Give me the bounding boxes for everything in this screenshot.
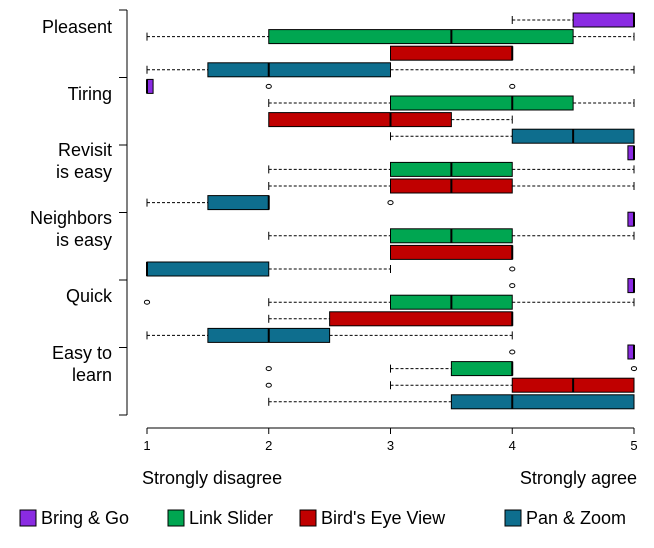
box-bird-s-eye-view <box>330 312 513 326</box>
legend-label: Link Slider <box>189 508 273 528</box>
legend-swatch <box>505 510 521 526</box>
category-label: Revisit <box>58 140 112 160</box>
category-label: is easy <box>56 162 112 182</box>
x-tick-label: 2 <box>265 438 272 453</box>
outlier-point <box>510 284 515 288</box>
x-label-left: Strongly disagree <box>142 468 282 488</box>
category-label: learn <box>72 365 112 385</box>
box-pan-zoom <box>208 196 269 210</box>
box-bird-s-eye-view <box>391 46 513 60</box>
category-label: Pleasent <box>42 17 112 37</box>
box-link-slider <box>269 30 573 44</box>
category-label: Neighbors <box>30 208 112 228</box>
category-label: Easy to <box>52 343 112 363</box>
outlier-point <box>510 84 515 88</box>
box-bird-s-eye-view <box>391 245 513 259</box>
x-label-right: Strongly agree <box>520 468 637 488</box>
category-label: Tiring <box>68 84 112 104</box>
x-axis: 1 2 3 4 5 <box>143 428 637 453</box>
outlier-point <box>388 201 393 205</box>
category-label: is easy <box>56 230 112 250</box>
outlier-point <box>510 267 515 271</box>
outlier-point <box>510 350 515 354</box>
outlier-point <box>266 367 271 371</box>
y-axis <box>119 10 127 415</box>
x-tick-label: 1 <box>143 438 150 453</box>
box-pan-zoom <box>208 63 391 77</box>
box-bird-s-eye-view <box>269 113 452 127</box>
x-tick-label: 5 <box>630 438 637 453</box>
box-link-slider <box>391 96 574 110</box>
outlier-point <box>266 383 271 387</box>
legend-swatch <box>20 510 36 526</box>
legend: Bring & Go Link Slider Bird's Eye View Pan … <box>20 508 626 528</box>
legend-swatch <box>300 510 316 526</box>
legend-label: Pan & Zoom <box>526 508 626 528</box>
legend-swatch <box>168 510 184 526</box>
plot-area <box>144 13 636 409</box>
outlier-point <box>266 84 271 88</box>
outlier-point <box>144 300 149 304</box>
legend-label: Bird's Eye View <box>321 508 446 528</box>
category-label: Quick <box>66 286 113 306</box>
box-pan-zoom <box>451 395 634 409</box>
box-bring-go <box>573 13 634 27</box>
x-tick-label: 4 <box>509 438 516 453</box>
x-tick-label: 3 <box>387 438 394 453</box>
box-link-slider <box>451 362 512 376</box>
outlier-point <box>631 367 636 371</box>
legend-label: Bring & Go <box>41 508 129 528</box>
box-pan-zoom <box>147 262 269 276</box>
